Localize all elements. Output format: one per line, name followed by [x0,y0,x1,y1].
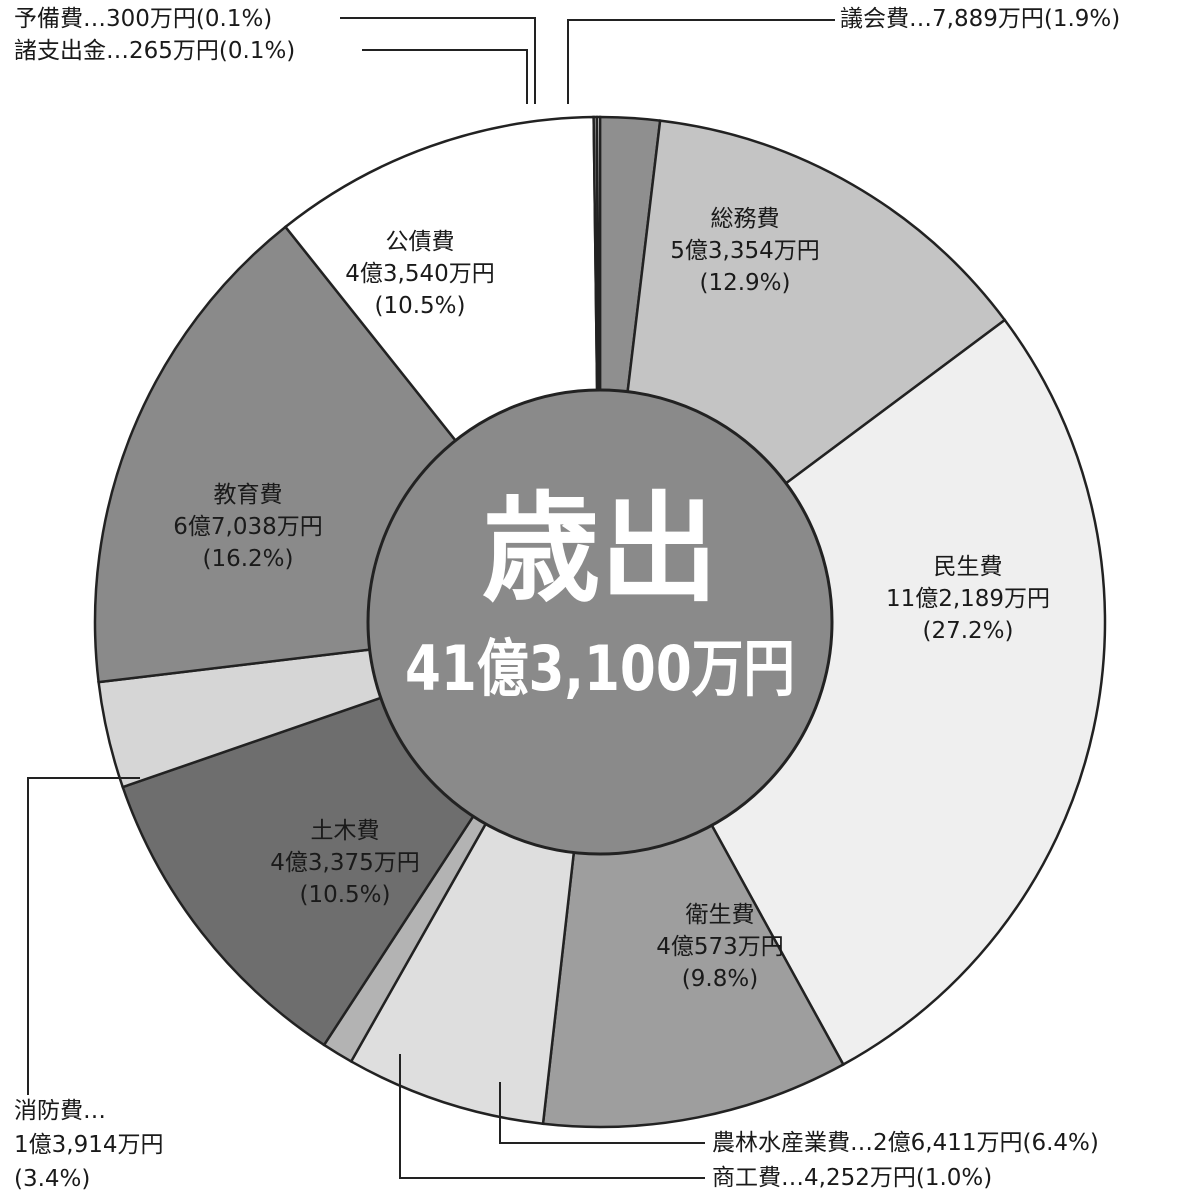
slice-label-3-line-0: 衛生費 [686,902,755,928]
leader-line-0 [567,19,835,104]
slice-label-2-line-0: 民生費 [934,554,1003,580]
callout-label-7-line-2: (3.4%) [14,1166,90,1192]
slice-label-1-line-0: 総務費 [711,206,780,232]
leader-line-11 [340,17,536,104]
center-title: 歳出 [482,480,718,618]
leader-line-5 [399,1054,705,1179]
slice-label-9-line-2: (10.5%) [374,293,465,319]
slice-label-8-line-1: 6億7,038万円 [173,514,322,540]
slice-label-8-line-2: (16.2%) [202,546,293,572]
callout-labels: 議会費…7,889万円(1.9%) 予備費…300万円(0.1%) 諸支出金…265… [14,6,1120,1192]
leader-line-7 [27,777,140,1095]
slice-label-3-line-1: 4億573万円 [656,934,784,960]
callout-label-11: 予備費…300万円(0.1%) [14,6,272,32]
inside-slice-labels: 総務費 5億3,354万円 (12.9%) 民生費 11億2,189万円 (27.2%) 衛… [173,206,1050,992]
pie-slice-2 [598,318,1107,1067]
slice-label-9-line-1: 4億3,540万円 [345,261,494,287]
callout-label-10: 諸支出金…265万円(0.1%) [14,38,295,64]
slice-label-9-line-0: 公債費 [386,229,455,255]
slice-label-1-line-2: (12.9%) [699,270,790,296]
slice-label-8-line-0: 教育費 [214,482,283,508]
leader-line-10 [362,49,528,104]
slice-label-6-line-2: (10.5%) [299,882,390,908]
callout-label-7-line-0: 消防費… [14,1098,106,1124]
slice-label-2-line-2: (27.2%) [922,618,1013,644]
callout-label-0: 議会費…7,889万円(1.9%) [840,6,1120,32]
center-total: 41億3,100万円 [405,632,795,705]
callout-leader-lines [27,17,835,1179]
leader-line-4 [499,1082,705,1144]
slice-label-1-line-1: 5億3,354万円 [670,238,819,264]
slice-label-2-line-1: 11億2,189万円 [886,586,1050,612]
callout-label-5: 商工費…4,252万円(1.0%) [712,1165,992,1191]
callout-label-7-line-1: 1億3,914万円 [14,1132,163,1158]
slice-label-6-line-0: 土木費 [311,818,380,844]
slice-label-6-line-1: 4億3,375万円 [270,850,419,876]
callout-label-4: 農林水産業費…2億6,411万円(6.4%) [712,1130,1099,1156]
center-circle [366,388,834,856]
slice-label-3-line-2: (9.8%) [682,966,758,992]
